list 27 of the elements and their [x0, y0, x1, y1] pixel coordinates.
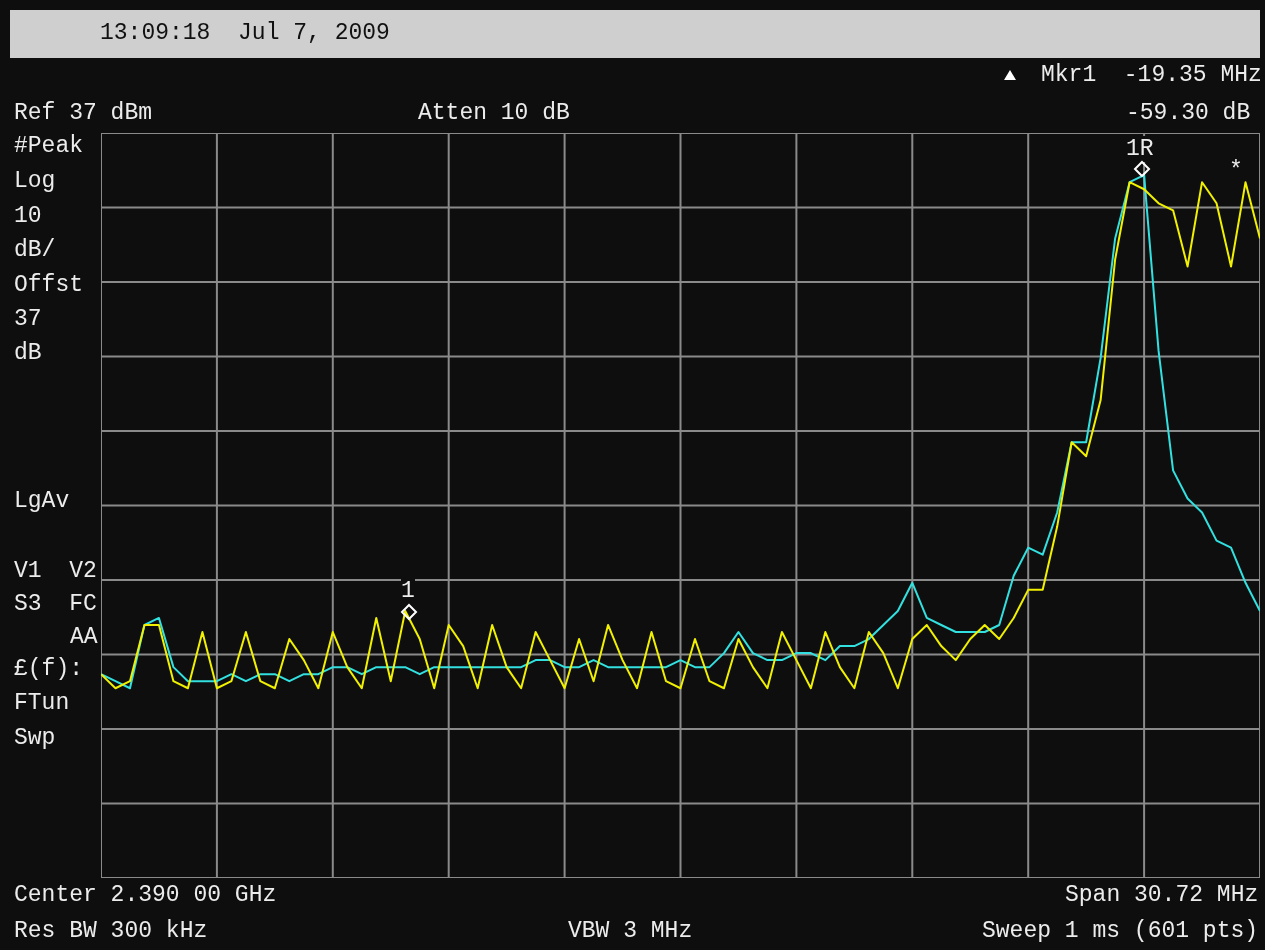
text: Ref 37 dBm — [14, 100, 153, 126]
text: Offst — [14, 272, 84, 298]
text: V1 V2 — [14, 558, 97, 584]
text: dB — [14, 340, 42, 366]
annotation: 1 — [401, 578, 415, 604]
text: 13:09:18 Jul 7, 2009 — [100, 20, 390, 46]
text: Sweep 1 ms (601 pts) — [982, 918, 1259, 944]
text: -59.30 dB — [1126, 100, 1251, 126]
text: 37 — [14, 306, 42, 332]
text: Mkr1 -19.35 MHz — [1041, 62, 1262, 88]
text: Span 30.72 MHz — [1065, 882, 1259, 908]
text: AA — [70, 624, 98, 650]
annotation: * — [1229, 158, 1243, 184]
text: Center 2.390 00 GHz — [14, 882, 277, 908]
text: LgAv — [14, 488, 70, 514]
text: Atten 10 dB — [418, 100, 570, 126]
text: S3 FC — [14, 591, 97, 617]
text: £(f): — [14, 656, 84, 682]
text: Log — [14, 168, 56, 194]
text: Swp — [14, 725, 56, 751]
text: FTun — [14, 690, 70, 716]
text: dB/ — [14, 237, 56, 263]
text: #Peak — [14, 133, 84, 159]
text: VBW 3 MHz — [568, 918, 693, 944]
text: Res BW 300 kHz — [14, 918, 208, 944]
text: 1R — [1126, 136, 1154, 162]
text: 10 — [14, 203, 42, 229]
